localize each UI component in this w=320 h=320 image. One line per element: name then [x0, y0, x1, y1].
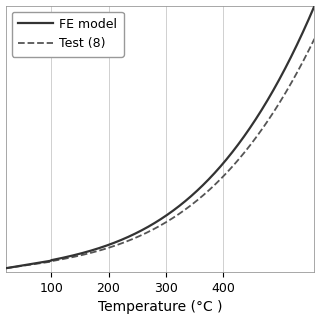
Test (8)	[35, 262, 39, 266]
Test (8)	[140, 233, 144, 237]
Test (8)	[250, 141, 254, 145]
Test (8)	[244, 148, 248, 152]
FE model	[140, 228, 144, 232]
Line: Test (8): Test (8)	[5, 39, 315, 268]
FE model	[216, 168, 220, 172]
FE model	[35, 261, 39, 265]
Test (8)	[216, 180, 220, 184]
Legend: FE model, Test (8): FE model, Test (8)	[12, 12, 124, 57]
Test (8)	[313, 37, 316, 41]
FE model	[313, 4, 316, 8]
Test (8)	[129, 238, 132, 242]
Line: FE model: FE model	[5, 6, 315, 268]
FE model	[129, 234, 132, 238]
FE model	[4, 266, 7, 270]
FE model	[250, 123, 254, 127]
Test (8)	[4, 266, 7, 270]
X-axis label: Temperature (°C ): Temperature (°C )	[98, 300, 222, 315]
FE model	[244, 131, 248, 135]
